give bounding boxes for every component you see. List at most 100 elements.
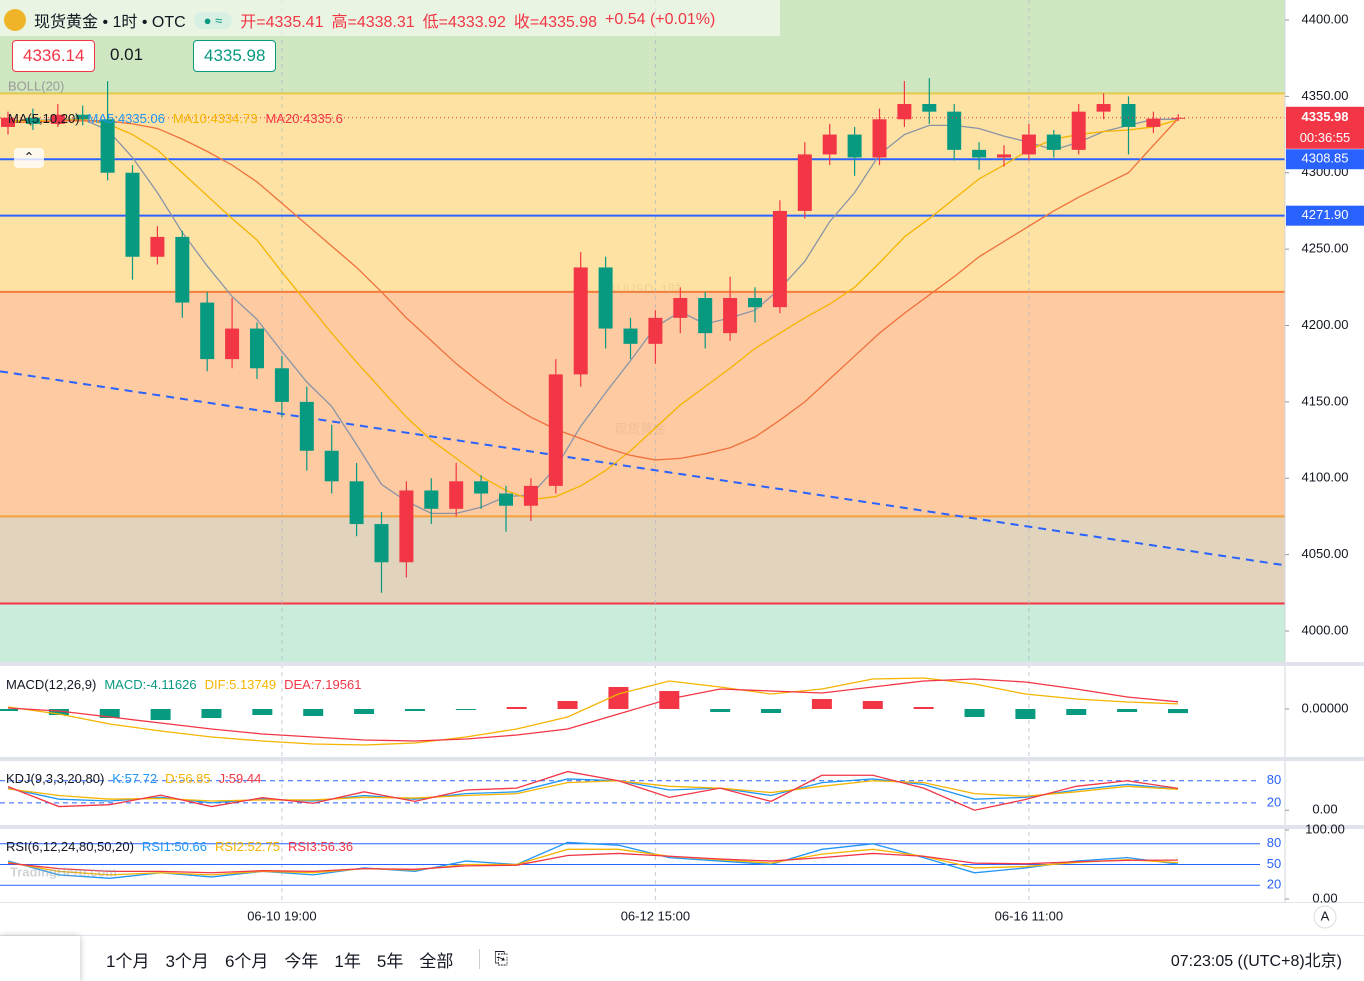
histogram-bar: [48, 709, 69, 715]
histogram-bar: [455, 709, 476, 710]
price-tag-label: 4308.85: [1302, 151, 1349, 166]
level-label: 80: [1267, 835, 1281, 850]
low: 低=4333.92: [422, 14, 506, 31]
candle-body: [772, 210, 787, 308]
histogram-bar: [608, 687, 629, 709]
histogram-bar: [659, 691, 680, 709]
histogram-bar: [1066, 709, 1087, 715]
legend-entry: MA(5,10,20): [8, 111, 80, 126]
legend-entry: DIF:5.13749: [205, 677, 277, 692]
range-button[interactable]: 3个月: [165, 951, 209, 971]
candle-body: [1171, 117, 1186, 119]
candle-body: [75, 114, 90, 120]
histogram-bar: [1117, 709, 1138, 712]
sell-button[interactable]: 4336.14: [12, 40, 96, 72]
range-button[interactable]: 5年: [376, 951, 404, 971]
legend-entry: DEA:7.19561: [284, 677, 361, 692]
legend-entry: RSI1:50.66: [142, 839, 207, 854]
y-tick-label: 0.00: [1312, 890, 1337, 905]
range-button[interactable]: 1年: [334, 951, 361, 971]
candle-body: [748, 298, 762, 308]
y-tick-label: 4350.00: [1302, 88, 1349, 103]
candle-body: [872, 119, 887, 158]
range-button[interactable]: 今年: [284, 951, 319, 971]
header-backdrop: [0, 0, 780, 36]
histogram-bar: [557, 701, 578, 709]
candle-body: [698, 298, 713, 334]
candle-body: [50, 114, 65, 124]
histogram-bar: [506, 707, 527, 709]
y-tick-label: 4050.00: [1302, 546, 1349, 561]
histogram-bar: [811, 699, 832, 709]
histogram-bar: [99, 709, 120, 718]
indicator-line: [7, 841, 1179, 879]
replay-button[interactable]: ⎘: [479, 949, 508, 969]
high: 高=4338.31: [331, 14, 415, 31]
candle-body: [972, 149, 987, 158]
candle-body: [523, 485, 538, 506]
range-button[interactable]: 1个月: [106, 951, 150, 971]
legend-entry: KDJ(9,3,3,20,80): [6, 771, 104, 786]
indicator-line: [7, 770, 1179, 811]
zone: [0, 516, 1285, 604]
candle-body: [299, 401, 314, 451]
auto-scale-button[interactable]: [1313, 905, 1337, 929]
range-button[interactable]: 6个月: [224, 951, 269, 971]
y-tick-label: 0.00000: [1302, 700, 1349, 715]
price-tag: [1286, 205, 1364, 226]
candle-body: [1146, 118, 1161, 127]
collapse-icon: ⌃: [24, 149, 35, 164]
level-label: 20: [1267, 877, 1281, 892]
candle-body: [125, 172, 140, 257]
legend-entry: MACD:-4.11626: [104, 677, 196, 692]
candle-body: [947, 111, 962, 150]
chart: 06-10 19:00 06-12 15:00 06-16 11:00 XAUUSD,…: [0, 0, 1364, 929]
y-tick-label: 100.00: [1305, 821, 1345, 836]
spread: 0.01: [110, 45, 144, 64]
level-label: 20: [1267, 794, 1281, 809]
zone: [0, 291, 1285, 517]
candle-body: [673, 298, 688, 318]
histogram-bar: [252, 709, 273, 715]
pane-separator: [0, 757, 1364, 761]
indicator-line: [7, 852, 1179, 874]
candle-body: [922, 104, 937, 112]
countdown: 00:36:55: [1300, 130, 1351, 145]
histogram-bar: [404, 709, 425, 711]
range-button[interactable]: 全部: [419, 951, 454, 971]
ma-line: [8, 118, 1179, 501]
candle-body: [573, 267, 588, 375]
symbol[interactable]: 现货黄金 • 1时 • OTC: [34, 14, 186, 31]
price-tag: [1286, 149, 1364, 170]
candle-body: [200, 302, 215, 360]
collapse-button[interactable]: [14, 148, 44, 168]
histogram-bar: [303, 709, 324, 716]
legend-entry: MA20:4335.6: [265, 111, 342, 126]
ma-line: [8, 117, 1179, 461]
legend: MA(5,10,20) MA5:4335.06 MA10:4334.73 MA20:4…: [8, 111, 343, 126]
watermark: XAUUSD, 1时: [599, 281, 681, 296]
legend-entry: MA5:4335.06: [88, 111, 165, 126]
level-label: 80: [1267, 772, 1281, 787]
histogram-bar: [201, 709, 222, 718]
buy-button[interactable]: 4335.98: [193, 40, 277, 72]
candle-body: [324, 450, 339, 482]
candle-body: [1071, 111, 1086, 150]
zone: [0, 603, 1285, 662]
candle-body: [250, 328, 264, 369]
x-tick-label: 06-12 15:00: [621, 908, 690, 923]
candle-body: [797, 154, 812, 211]
auto-scale-label: A: [1321, 908, 1330, 923]
y-tick-label: 0.00: [1312, 802, 1337, 817]
brand-watermark: TradingHero.com: [10, 864, 117, 879]
drawing-tools[interactable]: [0, 936, 80, 981]
close: 收=4335.98: [513, 14, 598, 31]
indicator-line: [7, 780, 1179, 802]
legend: MACD(12,26,9) MACD:-4.11626 DIF:5.13749 DEA…: [6, 677, 361, 692]
histogram-bar: [964, 709, 985, 717]
watermark: 现货黄金: [614, 421, 666, 436]
histogram-bar: [710, 709, 731, 712]
candle-body: [274, 368, 289, 402]
candle-body: [1121, 104, 1136, 127]
